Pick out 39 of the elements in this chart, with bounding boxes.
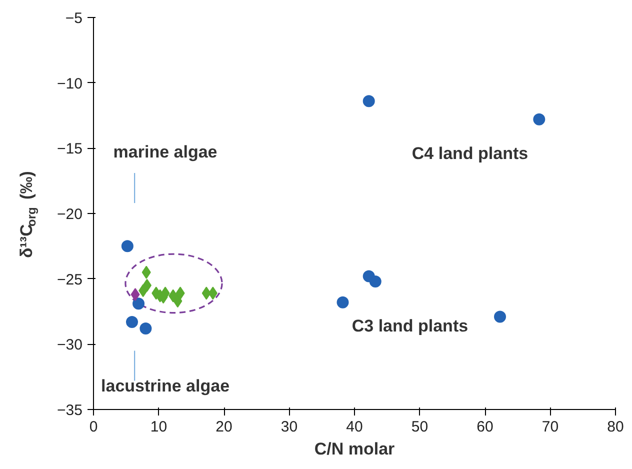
x-tick-label: 0	[89, 418, 98, 436]
point	[494, 310, 506, 323]
x-tick-label: 80	[607, 418, 624, 436]
y-tick-label: −30	[57, 336, 83, 354]
x-tick-label: 60	[476, 418, 494, 436]
point	[336, 296, 349, 308]
y-tick-label: −25	[57, 271, 83, 288]
point	[140, 322, 152, 334]
annotation: C4 land plants	[412, 144, 528, 163]
x-tick-label: 20	[216, 418, 232, 436]
annotation: C3 land plants	[352, 316, 468, 336]
point	[208, 286, 218, 300]
point	[362, 95, 375, 108]
x-tick-label: 70	[542, 418, 559, 436]
point	[121, 240, 134, 252]
point	[533, 113, 546, 126]
point	[369, 275, 382, 288]
x-tick-label: 50	[411, 418, 428, 436]
point	[130, 288, 140, 302]
point	[138, 284, 148, 298]
point	[142, 266, 151, 279]
x-axis-title: C/N molar	[314, 440, 396, 458]
y-tick-label: −20	[57, 206, 83, 223]
y-axis-title: δ¹³Corg (‰)	[17, 171, 38, 258]
point	[126, 316, 138, 328]
x-tick-label: 30	[280, 418, 298, 436]
y-tick-label: −10	[57, 75, 83, 92]
point	[132, 298, 145, 310]
y-tick-label: −5	[65, 10, 83, 27]
x-tick-label: 40	[346, 418, 363, 436]
point	[176, 286, 185, 300]
point	[173, 294, 182, 308]
point	[202, 286, 211, 300]
y-tick-label: −35	[57, 402, 83, 419]
point	[168, 289, 178, 302]
y-tick-label: −15	[57, 140, 83, 158]
annotation: marine algae	[113, 142, 218, 162]
x-tick-label: 10	[150, 418, 168, 436]
annotation: lacustrine algae	[101, 376, 230, 396]
